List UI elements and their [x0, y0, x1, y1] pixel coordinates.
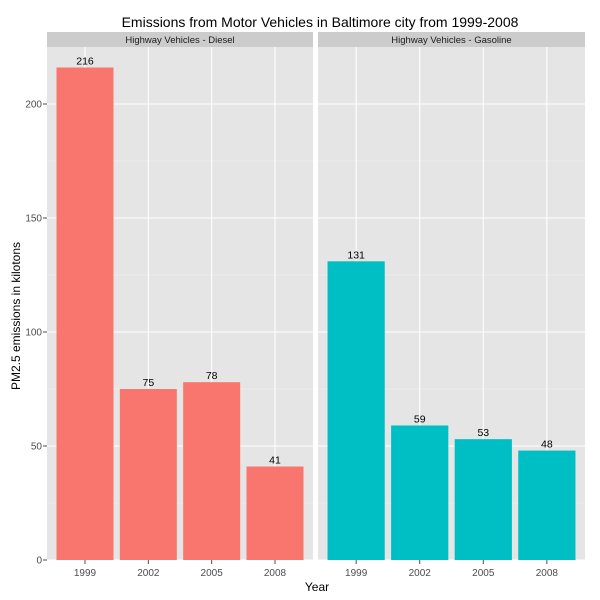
- facet-panels: Highway Vehicles - Diesel 216 1999 75 2002 78…: [47, 32, 585, 579]
- x-tick-label: 1999: [345, 568, 368, 579]
- y-tick-label: 100: [25, 328, 42, 339]
- y-tick-label: 50: [31, 442, 43, 453]
- y-tick-label: 150: [25, 214, 42, 225]
- bar-data-label: 41: [269, 455, 281, 467]
- y-tick-label: 200: [25, 100, 42, 111]
- y-axis: 0 50 100 150 200: [25, 100, 47, 567]
- facet-panel: Highway Vehicles - Gasoline 131 1999 59 2002…: [318, 32, 585, 579]
- bar-data-label: 131: [347, 249, 365, 261]
- facet-strip: [47, 32, 313, 47]
- bar-data-label: 48: [541, 439, 553, 451]
- bar: [56, 67, 114, 561]
- bar-data-label: 53: [477, 427, 489, 439]
- bar: [391, 425, 449, 560]
- x-tick-label: 2005: [472, 568, 495, 579]
- y-tick-label: 0: [36, 556, 42, 567]
- x-tick-label: 2002: [409, 568, 432, 579]
- chart-title: Emissions from Motor Vehicles in Baltimo…: [122, 14, 519, 30]
- bar: [246, 466, 304, 560]
- facet-strip: [318, 32, 585, 47]
- bar: [454, 439, 512, 560]
- bar: [183, 382, 241, 560]
- bar-data-label: 216: [76, 56, 94, 68]
- x-tick-label: 2002: [137, 568, 160, 579]
- facet-strip-label: Highway Vehicles - Gasoline: [391, 35, 511, 46]
- facet-panel: Highway Vehicles - Diesel 216 1999 75 2002 78…: [47, 32, 313, 579]
- bar: [327, 261, 385, 560]
- x-tick-label: 2005: [201, 568, 224, 579]
- bar-data-label: 59: [414, 413, 426, 425]
- y-axis-title: PM2.5 emissions in kilotons: [9, 242, 23, 390]
- x-axis-title: Year: [305, 580, 329, 594]
- bar: [518, 450, 576, 560]
- x-tick-label: 2008: [264, 568, 287, 579]
- x-tick-label: 2008: [536, 568, 559, 579]
- x-tick-label: 1999: [74, 568, 97, 579]
- bar-data-label: 75: [142, 377, 154, 389]
- bar: [119, 389, 177, 560]
- bar-data-label: 78: [206, 370, 218, 382]
- facet-strip-label: Highway Vehicles - Diesel: [125, 35, 234, 46]
